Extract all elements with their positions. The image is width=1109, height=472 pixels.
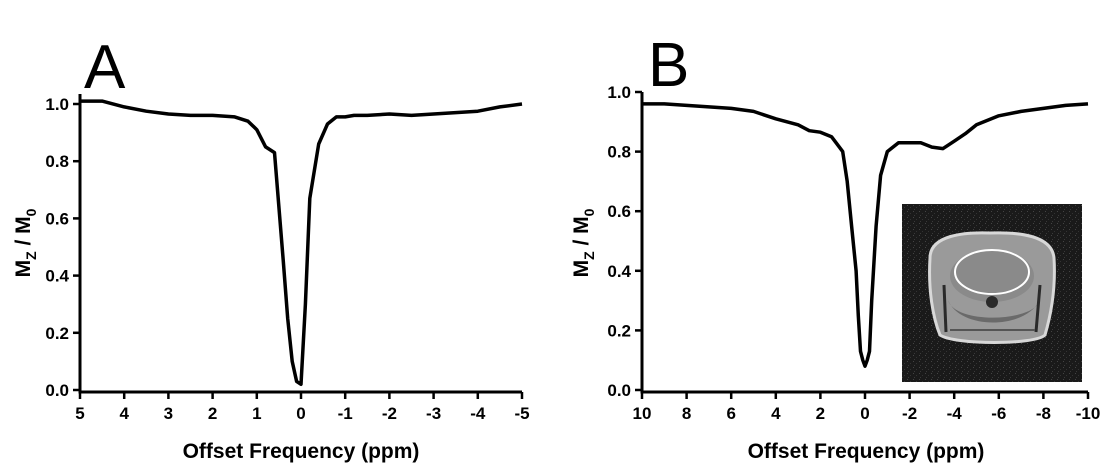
panel-b-x-tick-label: -8 (1036, 404, 1051, 423)
panel-b-x-tick-label: 8 (682, 404, 691, 423)
panel-a-x-tick-label: -2 (382, 404, 397, 423)
panel-b-letter: B (648, 31, 689, 100)
panel-b-y-tick-label: 0.8 (607, 143, 631, 162)
panel-a-x-tick-label: -1 (338, 404, 353, 423)
panel-b-y-tick-label: 0.4 (607, 262, 631, 281)
panel-a-y-tick-label: 1.0 (45, 95, 69, 114)
panel-b-x-tick-label: 0 (860, 404, 869, 423)
panel-b-y-tick-label: 0.2 (607, 321, 631, 340)
panel-b-x-tick-label: 6 (726, 404, 735, 423)
panel-b-x-axis-label: Offset Frequency (ppm) (748, 440, 985, 463)
panel-a-x-tick-label: 5 (75, 404, 84, 423)
panel-b-x-tick-label: 10 (633, 404, 652, 423)
panel-a-axes (78, 94, 522, 394)
panel-a-x-tick-label: -4 (470, 404, 486, 423)
panel-a-x-tick-label: 1 (252, 404, 261, 423)
panel-a-x-tick-label: 4 (119, 404, 129, 423)
panel-a-x-tick-label: 2 (208, 404, 217, 423)
panel-a-y-tick-label: 0.4 (45, 267, 69, 286)
panel-a-y-tick-label: 0.0 (45, 381, 69, 400)
panel-a-series-line (80, 99, 523, 387)
panel-b-y-axis-label: MZ / M0 (570, 208, 597, 277)
panel-b-axes (640, 92, 1088, 394)
panel-a-x-tick-label: 0 (296, 404, 305, 423)
panel-a-y-axis-label: MZ / M0 (12, 208, 39, 277)
panel-a-chart: A 5 4 3 2 1 0 -1 -2 -3 -4 -5 0.0 0.2 0.4 0.6 0.8 1.0 Of… (12, 33, 530, 463)
panel-b-x-tick-label: 4 (771, 404, 781, 423)
panel-b-x-tick-label: -6 (991, 404, 1006, 423)
panel-b-x-tick-label: -2 (902, 404, 917, 423)
panel-b-chart: B 10 8 6 4 2 0 -2 -4 -6 -8 -10 0.0 0.2 0.4 0.6 0.8 1.0 (570, 31, 1100, 463)
panel-a-y-tick-label: 0.8 (45, 152, 69, 171)
panel-a-y-tick-label: 0.6 (45, 209, 69, 228)
panel-a-x-tick-label: -3 (426, 404, 441, 423)
mri-inset-image (902, 204, 1082, 382)
panel-b-x-tick-label: -4 (947, 404, 963, 423)
panel-a-y-tick-label: 0.2 (45, 324, 69, 343)
panel-b-series-line (642, 102, 1089, 368)
panel-b-y-tick-label: 1.0 (607, 83, 631, 102)
panel-b-x-tick-label: 2 (816, 404, 825, 423)
panel-b-x-tick-label: -10 (1076, 404, 1101, 423)
panel-a-x-axis-label: Offset Frequency (ppm) (183, 440, 420, 463)
panel-a-x-tick-label: 3 (164, 404, 173, 423)
panel-a-letter: A (84, 33, 126, 102)
panel-b-y-tick-label: 0.6 (607, 202, 631, 221)
panel-b-y-tick-label: 0.0 (607, 381, 631, 400)
panel-a-x-tick-label: -5 (514, 404, 529, 423)
